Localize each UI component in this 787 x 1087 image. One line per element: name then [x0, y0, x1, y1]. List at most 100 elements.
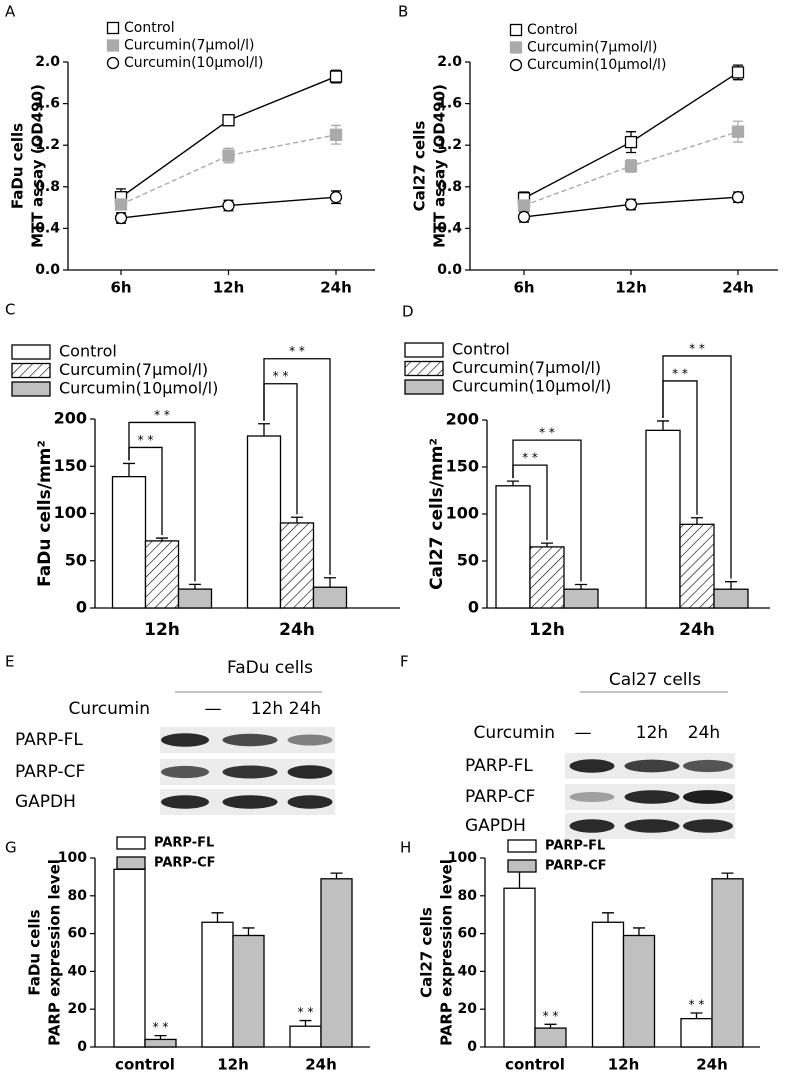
- blot-band: [287, 765, 333, 779]
- y-tick-label: 50: [457, 551, 479, 570]
- blot-title: FaDu cells: [227, 658, 313, 678]
- y-tick-label: 1.2: [437, 137, 462, 153]
- significance-bracket: [512, 439, 582, 582]
- panel-letter: E: [5, 653, 14, 671]
- error-bar: [725, 581, 737, 590]
- marker: [624, 135, 638, 149]
- significance-label: * *: [689, 341, 705, 355]
- significance-label: * *: [522, 451, 538, 465]
- blot-band: [569, 759, 615, 773]
- blot-band: [222, 795, 278, 809]
- significance-bracket: [128, 421, 196, 582]
- bar: [645, 429, 681, 609]
- panel-letter: D: [402, 303, 414, 321]
- y-tick-label: 0: [76, 598, 87, 617]
- x-tick-label: 6h: [513, 279, 534, 297]
- y-tick-label: 0.4: [35, 220, 60, 236]
- x-tick-label: 12h: [608, 1056, 640, 1074]
- y-tick-label: 1.6: [35, 96, 60, 112]
- x-tick-label: control: [115, 1056, 175, 1074]
- legend-marker: [509, 23, 523, 37]
- y-axis-label: FaDu cells/mm²: [35, 440, 55, 587]
- significance-label: * *: [154, 408, 170, 422]
- error-bar: [291, 516, 303, 523]
- legend-label: Curcumin(10μmol/l): [452, 377, 611, 396]
- blot-band: [624, 759, 680, 773]
- blot-band: [624, 819, 680, 833]
- blot-band: [287, 795, 333, 809]
- marker: [731, 125, 745, 138]
- legend-swatch: [507, 839, 537, 853]
- blot-band: [161, 765, 209, 779]
- y-tick-label: 0.4: [437, 220, 462, 236]
- y-axis-label: PARP expression level: [438, 859, 456, 1046]
- x-tick-label: control: [505, 1056, 565, 1074]
- bar: [289, 1025, 322, 1048]
- marker: [222, 149, 235, 162]
- y-tick-label: 100: [446, 504, 479, 523]
- lane-label: —: [205, 699, 222, 719]
- marker: [329, 70, 343, 83]
- bar: [713, 588, 749, 609]
- legend-label: Control: [452, 340, 510, 359]
- legend-swatch: [116, 856, 146, 870]
- y-tick-label: 20: [68, 1001, 88, 1017]
- legend-label: PARP-FL: [154, 836, 214, 851]
- bar: [622, 934, 656, 1048]
- y-tick-label: 0.0: [35, 262, 60, 278]
- legend-marker: [509, 58, 523, 72]
- marker: [222, 114, 235, 127]
- series-line: [120, 75, 337, 198]
- significance-label: * *: [543, 1009, 559, 1023]
- legend-swatch: [11, 344, 51, 360]
- marker: [114, 211, 128, 225]
- blot-band: [683, 819, 733, 833]
- row-label: PARP-FL: [15, 730, 83, 750]
- bar: [246, 435, 282, 609]
- legend-swatch: [11, 362, 51, 379]
- y-tick-label: 0: [468, 598, 479, 617]
- error-bar: [299, 1019, 312, 1027]
- bar: [312, 586, 348, 609]
- significance-label: * *: [273, 369, 289, 383]
- bar: [563, 588, 599, 609]
- y-tick-label: 2.0: [35, 54, 60, 70]
- marker: [329, 128, 343, 141]
- lane-label: 24h: [289, 699, 321, 719]
- bar: [679, 523, 715, 609]
- error-bar: [690, 1012, 703, 1019]
- bar: [320, 878, 353, 1048]
- bar: [503, 887, 536, 1048]
- significance-label: * *: [539, 426, 555, 440]
- bar: [113, 868, 146, 1048]
- y-tick-label: 40: [68, 963, 88, 979]
- x-tick-label: 12h: [615, 279, 647, 297]
- y-axis-label: MTT assay (OD490): [431, 84, 449, 248]
- y-tick-label: 80: [458, 888, 478, 904]
- y-tick-label: 100: [58, 850, 87, 866]
- treatment-label: Curcumin: [69, 699, 150, 719]
- bar: [201, 921, 234, 1048]
- x-tick-label: 24h: [320, 279, 352, 297]
- panel-letter: H: [400, 839, 411, 857]
- significance-label: * *: [153, 1020, 169, 1034]
- row-label: PARP-CF: [465, 787, 535, 807]
- marker: [222, 199, 235, 212]
- marker: [731, 191, 745, 204]
- blot-band: [161, 733, 209, 747]
- legend-label: PARP-CF: [545, 859, 607, 874]
- y-tick-label: 200: [446, 410, 479, 429]
- y-tick-label: 150: [54, 456, 87, 475]
- y-tick-label: 80: [68, 888, 88, 904]
- y-tick-label: 60: [458, 926, 478, 942]
- bar: [534, 1027, 567, 1048]
- legend-swatch: [404, 360, 444, 377]
- panel-letter: B: [398, 3, 408, 21]
- y-axis-label: MTT assay (OD490): [29, 84, 47, 248]
- legend-marker: [509, 41, 523, 54]
- y-tick-label: 0: [467, 1039, 477, 1055]
- x-tick-label: 12h: [213, 279, 245, 297]
- marker: [517, 210, 531, 224]
- legend-marker: [106, 56, 120, 70]
